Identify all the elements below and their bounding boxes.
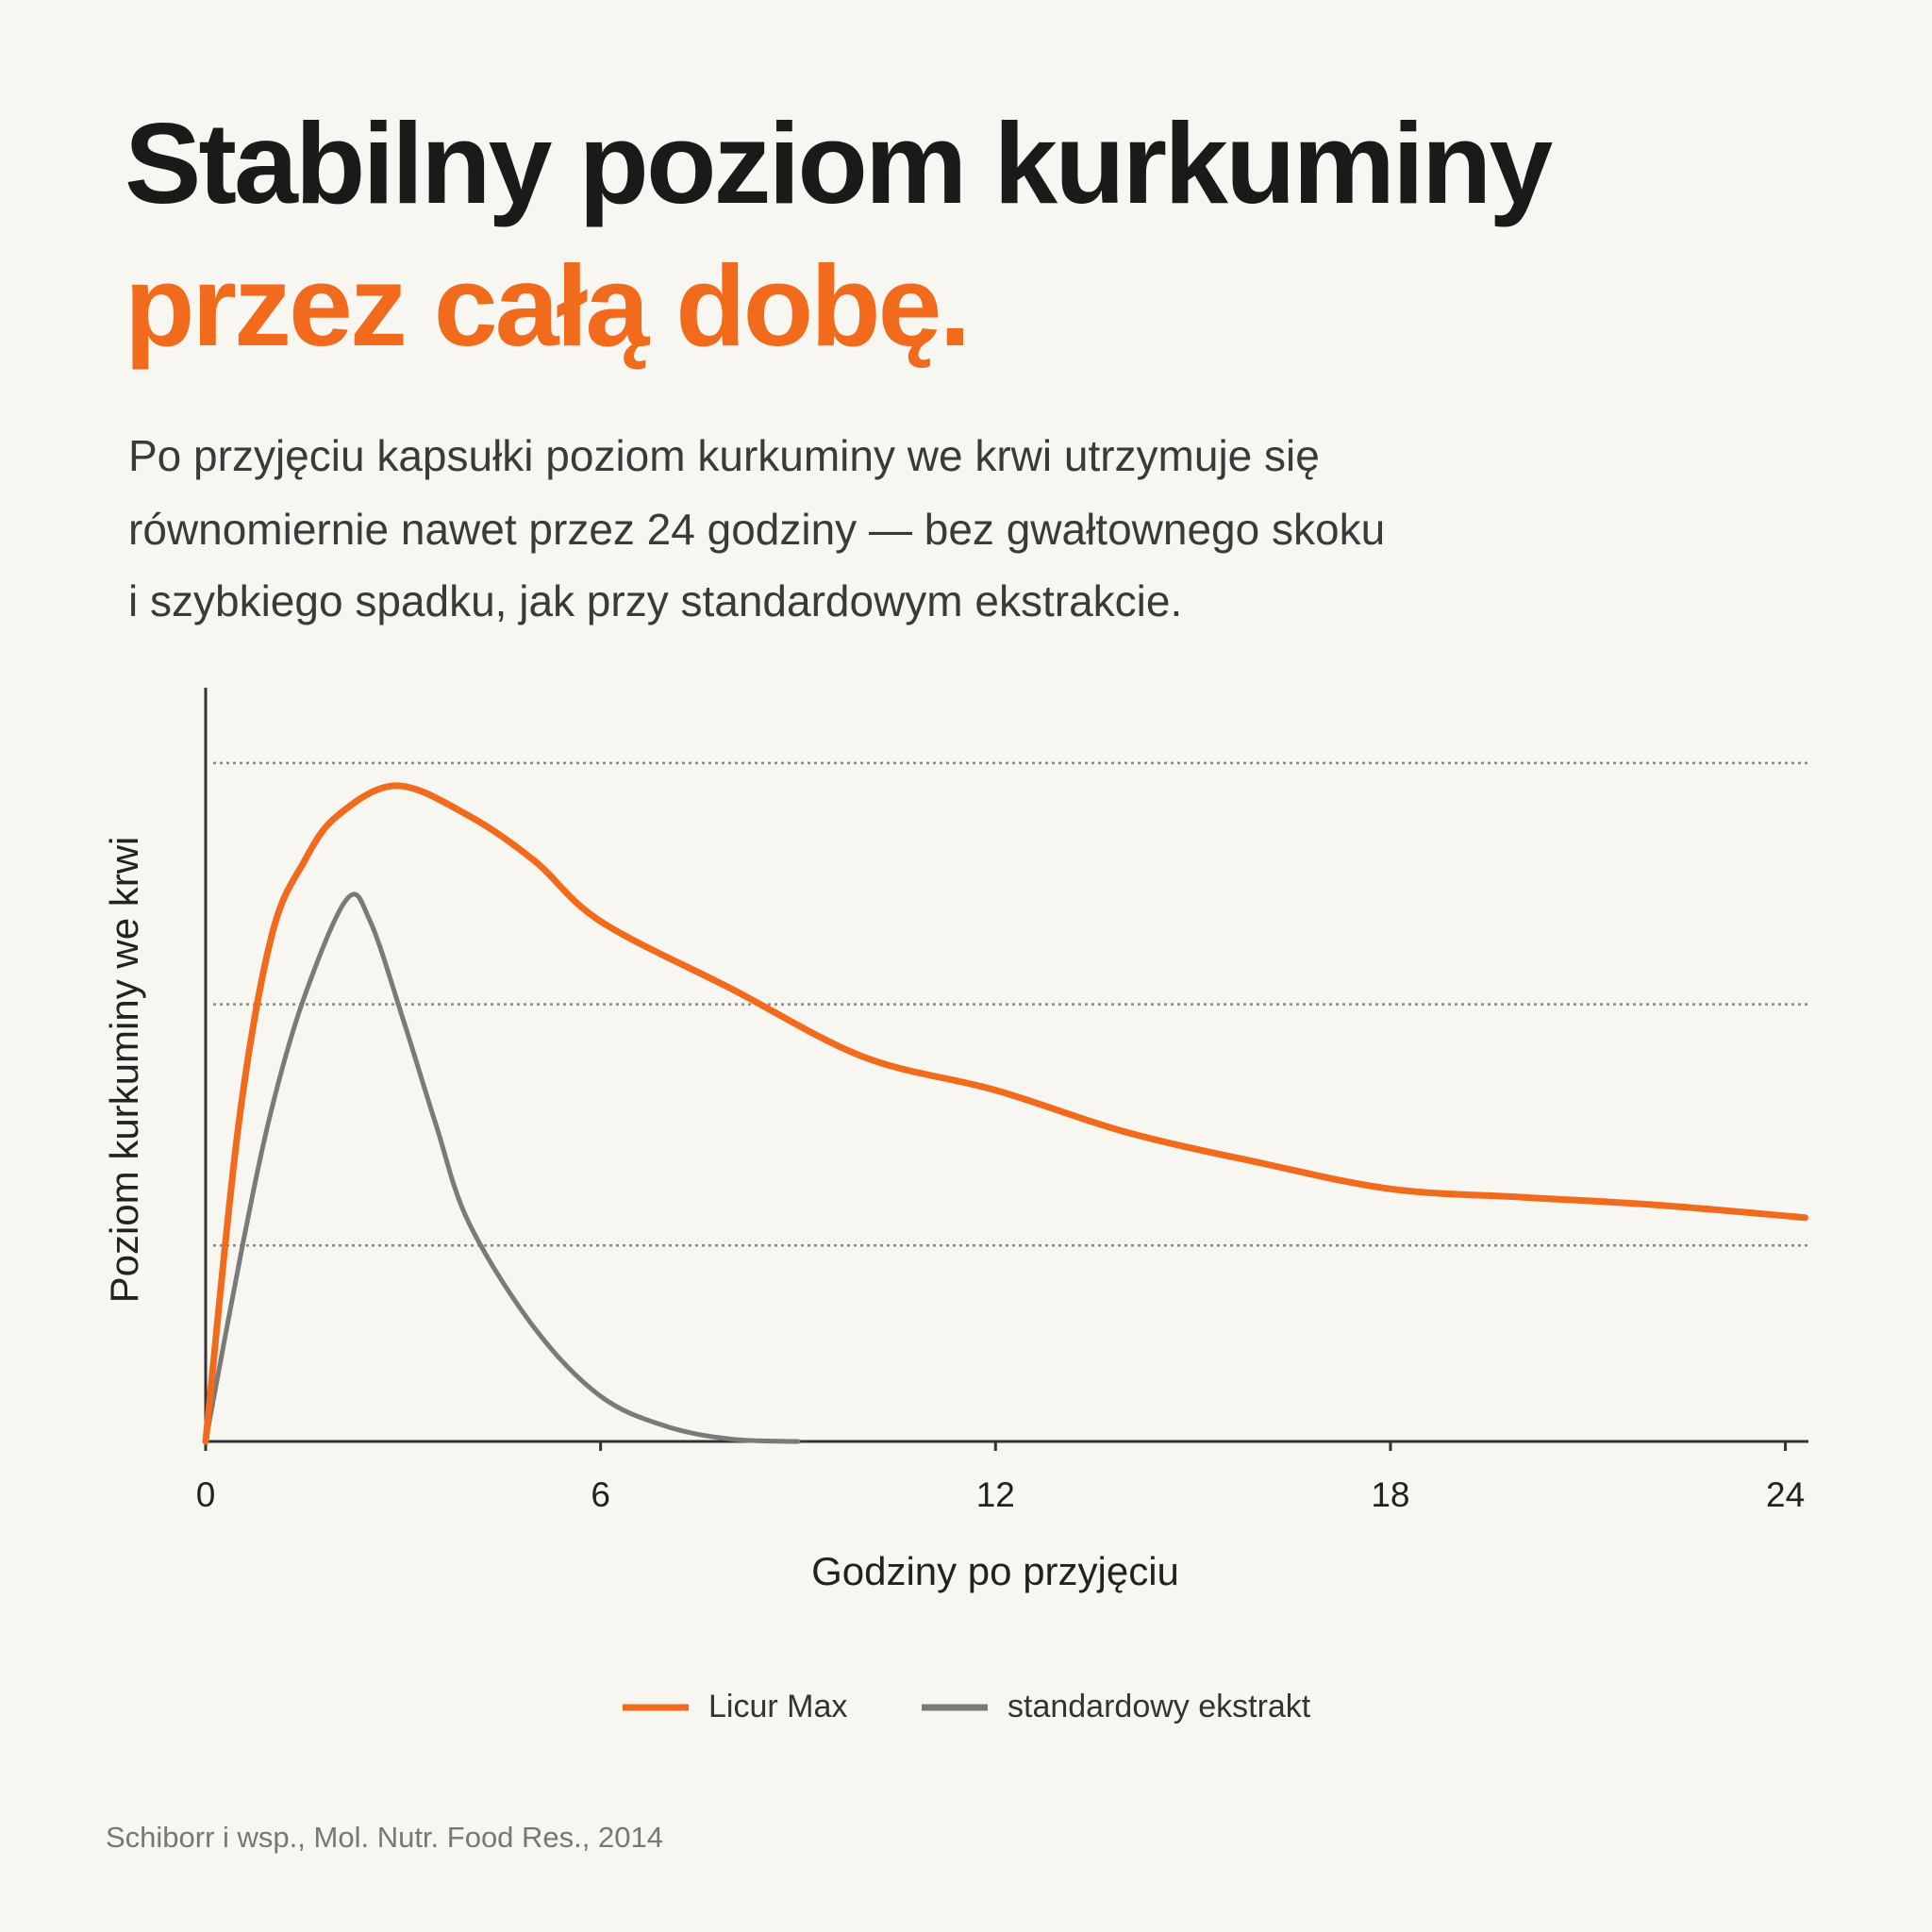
title: Stabilny poziom kurkuminy	[125, 99, 1553, 227]
x-tick-label: 12	[976, 1475, 1015, 1514]
legend-label: standardowy ekstrakt	[1008, 1689, 1311, 1724]
title-accent: przez całą dobę.	[125, 242, 968, 370]
x-axis-label: Godziny po przyjęciu	[811, 1549, 1179, 1593]
legend-label: Licur Max	[708, 1689, 847, 1724]
subtitle-line: równomiernie nawet przez 24 godziny — be…	[128, 505, 1385, 554]
source: Schiborr i wsp., Mol. Nutr. Food Res., 2…	[106, 1821, 663, 1854]
y-axis-label: Poziom kurkuminy we krwi	[102, 837, 146, 1304]
x-tick-label: 6	[591, 1475, 610, 1514]
subtitle-line: i szybkiego spadku, jak przy standardowy…	[128, 576, 1182, 625]
x-tick-label: 0	[196, 1475, 216, 1514]
subtitle-line: Po przyjęciu kapsułki poziom kurkuminy w…	[128, 431, 1320, 480]
series-line	[203, 891, 801, 1444]
x-tick-label: 18	[1371, 1475, 1409, 1514]
series-line	[202, 782, 1809, 1445]
x-tick-label: 24	[1766, 1475, 1805, 1514]
